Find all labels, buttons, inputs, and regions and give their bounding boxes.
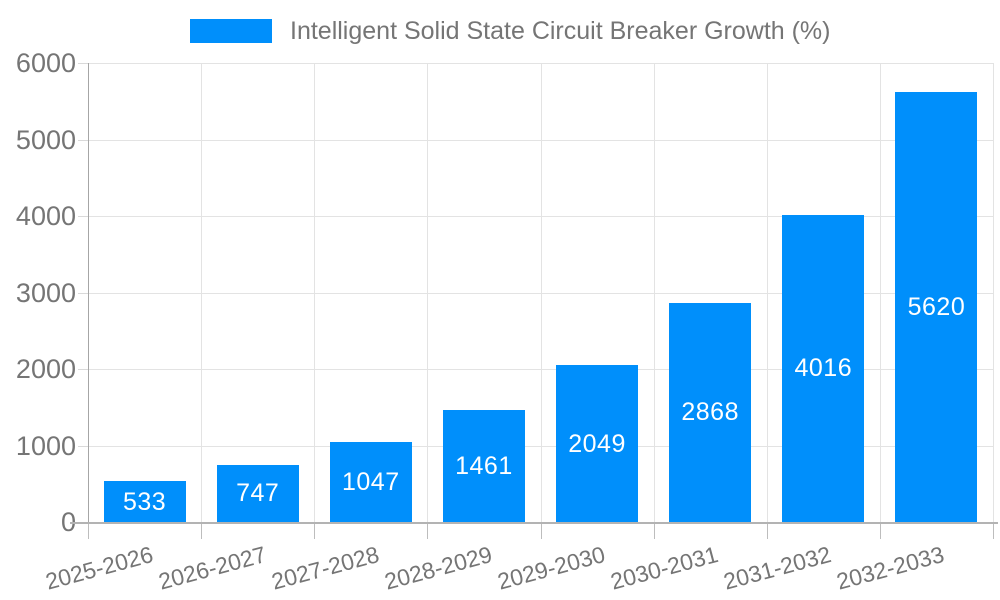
y-axis-tick	[78, 139, 88, 141]
bar	[556, 365, 639, 522]
y-axis-tick-label: 1000	[15, 430, 76, 461]
bar-value-label: 5620	[907, 293, 966, 322]
x-gridline	[314, 63, 316, 522]
y-axis-tick-label: 4000	[15, 201, 76, 231]
bar-value-label: 1461	[455, 452, 513, 481]
bar-value-label: 4016	[794, 354, 853, 383]
y-axis-tick	[78, 445, 88, 447]
x-axis-tick	[427, 522, 429, 539]
bar-value-label: 2868	[681, 398, 739, 427]
x-axis-tick	[766, 522, 768, 539]
y-axis-line	[88, 63, 89, 522]
y-axis-tick-label: 3000	[15, 277, 76, 308]
x-axis-tick	[653, 522, 655, 539]
bar	[669, 302, 752, 522]
x-gridline	[879, 63, 881, 522]
bar	[895, 92, 978, 522]
y-axis-tick	[78, 369, 88, 370]
bar	[329, 441, 412, 522]
y-axis-tick-label: 2000	[15, 354, 76, 384]
x-axis-tick	[314, 522, 316, 539]
x-gridline	[540, 63, 542, 522]
x-gridline	[201, 63, 203, 522]
y-axis-tick-label: 6000	[15, 48, 76, 78]
x-axis-tick	[201, 522, 203, 539]
x-axis-tick	[88, 522, 89, 539]
legend-series-label: Intelligent Solid State Circuit Breaker …	[290, 16, 831, 45]
bar	[442, 410, 525, 522]
bar-value-label: 747	[236, 479, 280, 508]
x-axis-line	[70, 522, 998, 524]
x-axis-tick	[993, 522, 994, 539]
chart-legend-item[interactable]: Intelligent Solid State Circuit Breaker …	[190, 16, 831, 45]
bar-value-label: 533	[122, 487, 167, 516]
legend-color-swatch	[190, 19, 272, 43]
bar	[216, 464, 299, 522]
x-gridline	[427, 63, 429, 522]
y-axis-tick	[78, 63, 88, 64]
y-axis-tick	[78, 292, 88, 294]
x-gridline	[993, 63, 994, 522]
x-gridline	[653, 63, 655, 522]
y-axis-tick-label: 0	[60, 507, 76, 537]
bar-value-label: 1047	[342, 467, 400, 496]
y-axis-tick-label: 5000	[15, 124, 76, 155]
x-axis-tick	[879, 522, 881, 539]
bar-value-label: 2049	[568, 429, 626, 458]
x-axis-tick	[540, 522, 542, 539]
y-axis-tick	[78, 216, 88, 217]
bar	[782, 214, 865, 522]
bar	[103, 481, 186, 522]
x-gridline	[766, 63, 768, 522]
